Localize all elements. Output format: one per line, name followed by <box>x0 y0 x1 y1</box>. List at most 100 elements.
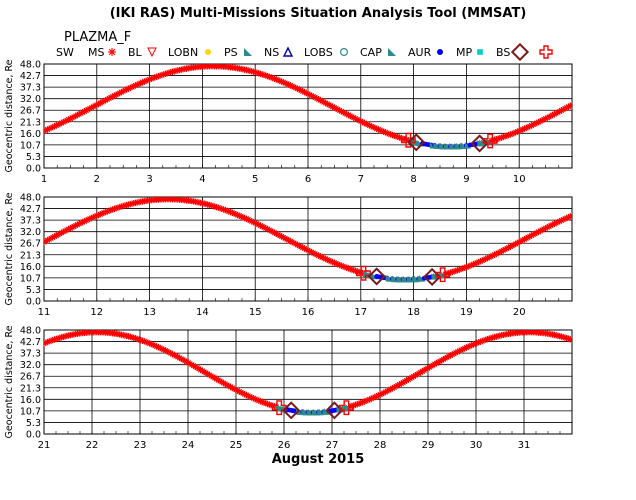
orbit-point-ps <box>431 273 438 280</box>
plot-frame <box>43 63 573 169</box>
x-tick-label: 21 <box>38 440 51 451</box>
y-tick-label: 42.7 <box>20 337 41 348</box>
y-tick-label: 21.3 <box>20 250 41 261</box>
legend-label: SW <box>56 46 74 59</box>
crossing-mp <box>271 400 287 416</box>
orbit-series <box>44 330 572 420</box>
x-tick-label: 13 <box>143 307 156 318</box>
legend-item: SW <box>56 46 74 59</box>
x-tick-label: 26 <box>278 440 291 451</box>
x-tick-label: 9 <box>463 174 469 185</box>
triangle-icon <box>282 46 294 57</box>
cross-icon <box>539 45 553 59</box>
plot-frame <box>43 329 573 435</box>
legend-item: BL <box>128 46 157 59</box>
crossing-mp <box>400 132 416 148</box>
crossing-mp <box>355 265 371 281</box>
x-tick-label: 18 <box>407 307 420 318</box>
y-tick-label: 0.0 <box>26 297 41 308</box>
y-tick-label: 42.7 <box>20 71 41 82</box>
legend-item: PS <box>224 46 252 59</box>
y-tick-label: 21.3 <box>20 117 41 128</box>
crossing-mp <box>482 133 498 149</box>
legend-label: NS <box>264 46 279 59</box>
orbit-point-filled-triangle <box>398 276 405 283</box>
y-tick-label: 32.0 <box>20 227 41 238</box>
y-tick-label: 37.3 <box>20 216 41 227</box>
crossing-bs <box>423 267 442 286</box>
x-tick-label: 20 <box>513 307 526 318</box>
legend-label: MP <box>456 46 472 59</box>
legend-item: MP <box>456 46 483 59</box>
x-tick-label: 6 <box>305 174 311 185</box>
filled-triangle-icon <box>244 48 252 56</box>
y-tick-label: 10.7 <box>20 140 41 151</box>
x-tick-label: 23 <box>134 440 147 451</box>
y-tick-label: 37.3 <box>20 83 41 94</box>
crossing-bs <box>470 134 489 153</box>
y-axis-label: Geocentric distance, Re <box>4 192 15 305</box>
crossing-bs <box>367 267 386 286</box>
legend-item: MS <box>88 46 116 59</box>
mission-name: PLAZMA_F <box>64 30 132 45</box>
legend-item: NS <box>264 46 294 59</box>
dot-icon <box>437 49 443 55</box>
y-tick-label: 0.0 <box>26 164 41 175</box>
y-tick-label: 32.0 <box>20 94 41 105</box>
x-tick-label: 29 <box>422 440 435 451</box>
x-tick-label: 2 <box>94 174 100 185</box>
x-axis-month-label: August 2015 <box>271 452 365 467</box>
x-tick-label: 30 <box>470 440 483 451</box>
x-tick-label: 16 <box>302 307 315 318</box>
filled-triangle-icon <box>388 48 396 56</box>
panel-3: 0.05.310.716.021.326.732.037.342.748.0 21… <box>4 325 573 451</box>
star-icon <box>108 48 116 56</box>
legend-item: BS <box>496 42 530 62</box>
legend-item <box>539 45 553 59</box>
x-tick-label: 28 <box>374 440 387 451</box>
y-tick-label: 16.0 <box>20 262 41 273</box>
crossing-bs <box>282 401 301 420</box>
x-tick-label: 10 <box>513 174 526 185</box>
y-tick-label: 26.7 <box>20 372 41 383</box>
y-tick-label: 10.7 <box>20 406 41 417</box>
x-tick-label: 19 <box>460 307 473 318</box>
crossing-mp <box>435 267 451 283</box>
y-tick-label: 16.0 <box>20 395 41 406</box>
legend-item: LOBS <box>304 46 349 59</box>
legend-label: LOBS <box>304 46 333 59</box>
y-tick-label: 48.0 <box>20 326 41 337</box>
y-tick-label: 32.0 <box>20 360 41 371</box>
orbit-point-ms <box>568 212 572 219</box>
square-icon <box>477 49 483 55</box>
y-tick-label: 37.3 <box>20 349 41 360</box>
x-tick-label: 11 <box>38 307 51 318</box>
legend: SW MS BL LOBN PS NS LOBS CAP AUR MP BS <box>56 42 553 62</box>
circle-icon <box>340 47 349 56</box>
y-tick-label: 26.7 <box>20 106 41 117</box>
triangle-down-icon <box>147 47 157 58</box>
y-tick-label: 48.0 <box>20 60 41 71</box>
y-tick-label: 16.0 <box>20 129 41 140</box>
x-tick-label: 25 <box>230 440 243 451</box>
x-tick-label: 31 <box>518 440 531 451</box>
y-tick-label: 5.3 <box>26 152 41 163</box>
plot-frame <box>43 196 573 302</box>
x-tick-label: 3 <box>146 174 152 185</box>
x-tick-label: 17 <box>354 307 367 318</box>
legend-label: BL <box>128 46 143 59</box>
legend-label: BS <box>496 46 510 59</box>
y-axis-label: Geocentric distance, Re <box>4 325 15 438</box>
y-tick-label: 48.0 <box>20 193 41 204</box>
legend-label: MS <box>88 46 104 59</box>
diamond-icon <box>510 42 530 62</box>
x-tick-label: 7 <box>358 174 364 185</box>
x-tick-label: 27 <box>326 440 339 451</box>
x-tick-label: 4 <box>199 174 205 185</box>
y-tick-label: 26.7 <box>20 239 41 250</box>
dot-icon <box>205 49 211 55</box>
y-axis-label: Geocentric distance, Re <box>4 59 15 172</box>
orbit-point-ms <box>568 336 572 344</box>
orbit-point-ms <box>568 101 572 109</box>
